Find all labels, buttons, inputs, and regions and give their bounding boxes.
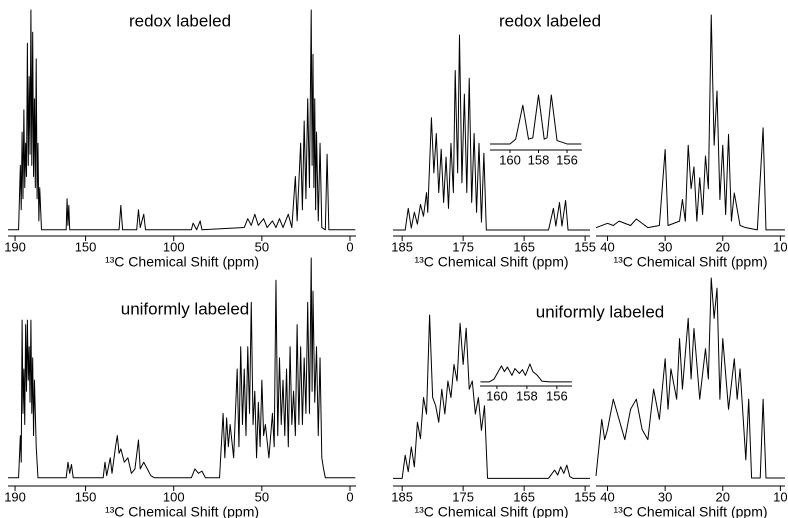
panel-title: redox labeled bbox=[129, 11, 231, 30]
x-tick-label: 150 bbox=[75, 239, 97, 254]
x-tick-label: 185 bbox=[391, 239, 413, 254]
panel-title: redox labeled bbox=[499, 11, 601, 30]
x-tick-label: 50 bbox=[255, 489, 269, 504]
x-tick-label: 175 bbox=[452, 239, 474, 254]
spectrum-line bbox=[393, 34, 590, 231]
x-tick-label: 10 bbox=[773, 489, 787, 504]
x-tick-label: 20 bbox=[716, 489, 730, 504]
spectrum-line bbox=[8, 9, 356, 231]
x-tick-label: 0 bbox=[346, 489, 353, 504]
x-tick-label: 185 bbox=[391, 489, 413, 504]
spectrum-line bbox=[490, 94, 582, 145]
x-tick-label: 100 bbox=[163, 239, 185, 254]
x-axis-label: ¹³C Chemical Shift (ppm) bbox=[414, 254, 568, 270]
x-tick-label: 50 bbox=[255, 239, 269, 254]
x-tick-label: 150 bbox=[75, 489, 97, 504]
x-axis-label: ¹³C Chemical Shift (ppm) bbox=[414, 504, 568, 518]
spectrum-line bbox=[595, 277, 785, 479]
x-tick-label: 156 bbox=[546, 388, 568, 403]
x-tick-label: 165 bbox=[513, 489, 535, 504]
spectrum-line bbox=[393, 314, 590, 479]
panel-title: uniformly labeled bbox=[121, 299, 250, 318]
spectrum-line bbox=[595, 14, 785, 231]
spectrum-line bbox=[8, 257, 356, 479]
panel-title: uniformly labeled bbox=[536, 302, 665, 321]
x-tick-label: 155 bbox=[574, 489, 596, 504]
x-tick-label: 40 bbox=[600, 489, 614, 504]
x-tick-label: 158 bbox=[516, 388, 538, 403]
x-tick-label: 30 bbox=[658, 239, 672, 254]
x-axis-label: ¹³C Chemical Shift (ppm) bbox=[105, 504, 259, 518]
x-tick-label: 175 bbox=[452, 489, 474, 504]
x-tick-label: 40 bbox=[600, 239, 614, 254]
x-tick-label: 30 bbox=[658, 489, 672, 504]
spectrum-line bbox=[480, 363, 572, 383]
x-tick-label: 160 bbox=[486, 388, 508, 403]
x-tick-label: 158 bbox=[528, 152, 550, 167]
x-tick-label: 20 bbox=[716, 239, 730, 254]
x-tick-label: 165 bbox=[513, 239, 535, 254]
x-tick-label: 0 bbox=[346, 239, 353, 254]
x-tick-label: 190 bbox=[4, 489, 26, 504]
x-tick-label: 160 bbox=[499, 152, 521, 167]
x-tick-label: 100 bbox=[163, 489, 185, 504]
x-axis-label: ¹³C Chemical Shift (ppm) bbox=[105, 254, 259, 270]
x-tick-label: 156 bbox=[556, 152, 578, 167]
x-tick-label: 190 bbox=[4, 239, 26, 254]
x-axis-label: ¹³C Chemical Shift (ppm) bbox=[613, 504, 767, 518]
x-tick-label: 155 bbox=[574, 239, 596, 254]
x-axis-label: ¹³C Chemical Shift (ppm) bbox=[613, 254, 767, 270]
x-tick-label: 10 bbox=[773, 239, 787, 254]
